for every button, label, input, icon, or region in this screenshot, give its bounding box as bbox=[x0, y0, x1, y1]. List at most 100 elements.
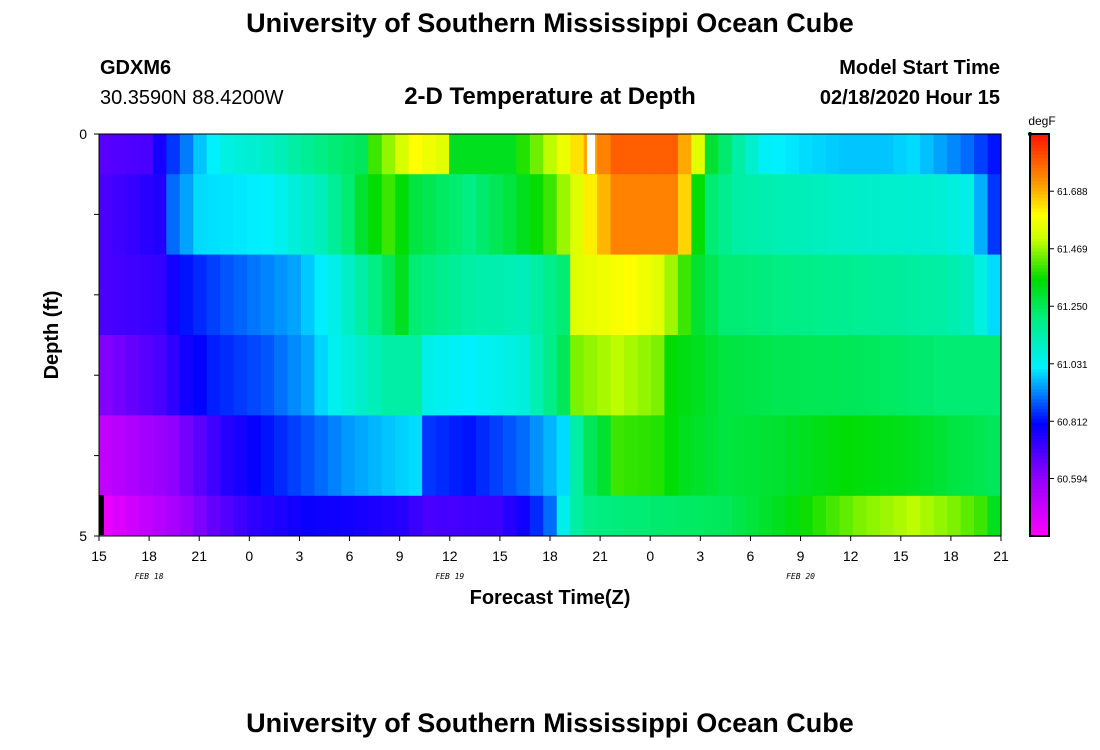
heatmap-cell bbox=[327, 174, 342, 256]
colorbar-step bbox=[1030, 144, 1049, 148]
heatmap-cell bbox=[704, 415, 719, 497]
heatmap-cell bbox=[879, 254, 894, 336]
x-tick-label: 15 bbox=[91, 548, 107, 564]
heatmap-cell bbox=[529, 174, 544, 256]
heatmap-cell bbox=[529, 415, 544, 497]
heatmap-cell bbox=[381, 415, 396, 497]
colorbar-step bbox=[1030, 304, 1049, 309]
colorbar-step bbox=[1030, 140, 1049, 145]
heatmap-cell bbox=[368, 335, 383, 416]
heatmap-cell bbox=[408, 134, 423, 175]
heatmap-cell bbox=[624, 415, 639, 497]
heatmap-cell bbox=[516, 174, 531, 256]
colorbar-corner-dot bbox=[1028, 132, 1032, 136]
x-tick-label: 12 bbox=[843, 548, 859, 564]
colorbar-step bbox=[1030, 298, 1049, 302]
colorbar-tick-label: 61.250 bbox=[1057, 302, 1088, 313]
heatmap-cell bbox=[395, 134, 410, 175]
heatmap-cell bbox=[179, 134, 194, 175]
x-tick-label: 3 bbox=[296, 548, 304, 564]
heatmap-cell bbox=[435, 335, 450, 416]
colorbar-step bbox=[1030, 445, 1049, 450]
heatmap-cell bbox=[906, 134, 921, 175]
colorbar-step bbox=[1030, 338, 1049, 343]
heatmap-cell bbox=[99, 335, 114, 416]
heatmap-cell bbox=[745, 415, 760, 497]
heatmap-cell bbox=[691, 415, 706, 497]
heatmap-cell bbox=[691, 174, 706, 256]
heatmap-cell bbox=[300, 495, 315, 537]
colorbar-step bbox=[1030, 180, 1049, 185]
colorbar-step bbox=[1030, 174, 1049, 179]
colorbar-step bbox=[1030, 190, 1049, 195]
station-location: 30.3590N 88.4200W bbox=[100, 87, 284, 109]
colorbar-step bbox=[1030, 418, 1049, 423]
heatmap-cell bbox=[987, 254, 1002, 336]
colorbar-step bbox=[1030, 268, 1049, 272]
colorbar-step bbox=[1030, 194, 1049, 199]
heatmap-cell bbox=[341, 495, 356, 537]
x-tick-label: 18 bbox=[943, 548, 959, 564]
heatmap-cell bbox=[920, 415, 935, 497]
heatmap-cell bbox=[637, 495, 652, 537]
colorbar-step bbox=[1030, 522, 1049, 527]
heatmap-cell bbox=[920, 254, 935, 336]
heatmap-cell bbox=[866, 174, 881, 256]
heatmap-cell bbox=[314, 495, 329, 537]
heatmap-cell bbox=[152, 174, 167, 256]
heatmap-cell bbox=[745, 134, 760, 175]
heatmap-cell bbox=[489, 174, 504, 256]
heatmap-cell bbox=[166, 415, 181, 497]
heatmap-cell bbox=[785, 335, 800, 416]
heatmap-cell bbox=[260, 335, 275, 416]
heatmap-cell bbox=[920, 174, 935, 256]
heatmap-cell bbox=[624, 495, 639, 537]
colorbar-step bbox=[1030, 425, 1049, 430]
x-tick-label: 9 bbox=[797, 548, 805, 564]
heatmap-cell bbox=[879, 415, 894, 497]
heatmap-cell bbox=[610, 495, 625, 537]
heatmap-cell bbox=[691, 254, 706, 336]
heatmap-cell bbox=[220, 415, 235, 497]
heatmap-cell bbox=[475, 254, 491, 336]
heatmap-cell bbox=[408, 415, 423, 497]
heatmap-cell bbox=[502, 134, 517, 175]
colorbar-step bbox=[1030, 482, 1049, 487]
heatmap-cell bbox=[597, 134, 612, 175]
heatmap-cell bbox=[260, 174, 275, 256]
x-tick-label: 21 bbox=[592, 548, 608, 564]
heatmap-cell bbox=[179, 254, 194, 336]
heatmap-cell bbox=[556, 174, 571, 256]
heatmap-cell bbox=[475, 134, 491, 175]
heatmap-cell bbox=[449, 174, 464, 256]
heatmap-cell bbox=[449, 134, 464, 175]
colorbar-step bbox=[1030, 134, 1049, 138]
colorbar-step bbox=[1030, 512, 1049, 517]
heatmap-cell bbox=[422, 335, 437, 416]
heatmap-cell bbox=[933, 335, 948, 416]
heatmap-cell bbox=[920, 134, 935, 175]
heatmap-cell bbox=[718, 254, 733, 336]
heatmap-cell bbox=[395, 254, 410, 336]
heatmap-cell bbox=[893, 335, 908, 416]
heatmap-cell bbox=[516, 415, 531, 497]
x-tick-label: 9 bbox=[396, 548, 404, 564]
heatmap-cell bbox=[610, 335, 625, 416]
heatmap-cell bbox=[570, 495, 585, 537]
heatmap-cell bbox=[637, 254, 652, 336]
colorbar-step bbox=[1030, 187, 1049, 192]
heatmap-cell bbox=[260, 495, 275, 537]
heatmap-cell bbox=[597, 174, 612, 256]
heatmap-cell bbox=[839, 174, 854, 256]
colorbar-step bbox=[1030, 351, 1049, 356]
heatmap-cell bbox=[758, 415, 773, 497]
heatmap-cell bbox=[112, 254, 127, 336]
colorbar-step bbox=[1030, 455, 1049, 460]
colorbar-step bbox=[1030, 137, 1049, 142]
colorbar-step bbox=[1030, 294, 1049, 299]
heatmap-cell bbox=[233, 134, 248, 175]
colorbar-step bbox=[1030, 415, 1049, 420]
heatmap-cell bbox=[799, 174, 814, 256]
heatmap-cell bbox=[637, 174, 652, 256]
heatmap-cell bbox=[974, 254, 989, 336]
